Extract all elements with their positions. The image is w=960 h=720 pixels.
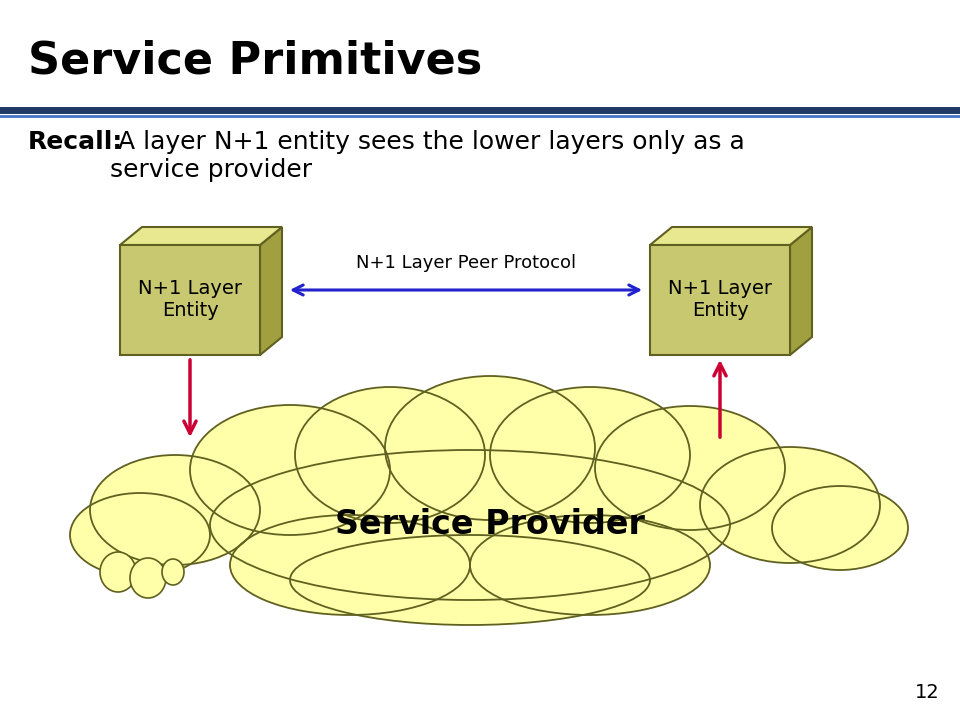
Text: N+1 Layer
Entity: N+1 Layer Entity bbox=[138, 279, 242, 320]
Ellipse shape bbox=[490, 387, 690, 523]
Text: Service Provider: Service Provider bbox=[335, 508, 645, 541]
Text: Request
Delivery: Request Delivery bbox=[128, 310, 204, 349]
Ellipse shape bbox=[210, 450, 730, 600]
Text: N+1 Layer Peer Protocol: N+1 Layer Peer Protocol bbox=[356, 254, 576, 272]
Ellipse shape bbox=[190, 405, 390, 535]
Polygon shape bbox=[120, 227, 282, 245]
Text: 12: 12 bbox=[915, 683, 940, 702]
Text: Indicate
Delivery: Indicate Delivery bbox=[648, 310, 723, 349]
Ellipse shape bbox=[130, 558, 166, 598]
Text: Recall:: Recall: bbox=[28, 130, 123, 154]
Text: Service Primitives: Service Primitives bbox=[28, 40, 482, 83]
Text: N+1 Layer
Entity: N+1 Layer Entity bbox=[668, 279, 772, 320]
Polygon shape bbox=[650, 227, 812, 245]
Ellipse shape bbox=[595, 406, 785, 530]
Ellipse shape bbox=[162, 559, 184, 585]
FancyBboxPatch shape bbox=[650, 245, 790, 355]
Ellipse shape bbox=[700, 447, 880, 563]
Ellipse shape bbox=[70, 493, 210, 577]
Ellipse shape bbox=[772, 486, 908, 570]
Ellipse shape bbox=[230, 515, 470, 615]
Ellipse shape bbox=[90, 455, 260, 565]
Text: A layer N+1 entity sees the lower layers only as a
service provider: A layer N+1 entity sees the lower layers… bbox=[110, 130, 745, 181]
Ellipse shape bbox=[385, 376, 595, 520]
Ellipse shape bbox=[100, 552, 136, 592]
Ellipse shape bbox=[295, 387, 485, 523]
Ellipse shape bbox=[290, 535, 650, 625]
Ellipse shape bbox=[470, 515, 710, 615]
Polygon shape bbox=[260, 227, 282, 355]
FancyBboxPatch shape bbox=[120, 245, 260, 355]
Polygon shape bbox=[790, 227, 812, 355]
